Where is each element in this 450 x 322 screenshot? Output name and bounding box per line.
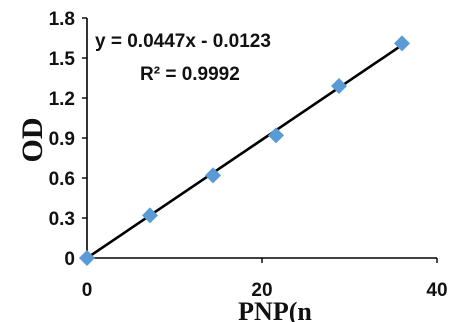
r-squared-label: R² = 0.9992 [140,64,240,85]
data-point [79,250,95,266]
y-axis-label: OD [16,118,49,163]
data-point [268,127,284,144]
x-tick-label: 0 [82,280,93,301]
data-points [79,35,410,266]
y-tick-label: 1.5 [49,49,76,70]
y-tick-label: 0.9 [49,129,75,150]
axes [82,17,438,263]
tick-labels: 0 0.3 0.6 0.9 1.2 1.5 1.8 0 20 40 [49,9,448,301]
y-tick-label: 1.8 [49,9,75,30]
trendline [86,44,403,260]
x-axis-label: PNP(n [238,297,312,322]
y-tick-label: 1.2 [49,89,75,110]
y-tick-label: 0.6 [49,169,75,190]
data-point [205,167,221,184]
trendline-equation: y = 0.0447x - 0.0123 [95,31,271,52]
data-point [394,35,410,52]
y-tick-label: 0.3 [49,209,75,230]
x-tick-label: 40 [426,280,447,301]
y-tick-label: 0 [64,249,75,270]
data-point [142,207,158,224]
data-point [331,78,347,94]
trendline-group [86,44,403,260]
x-tick-label: 20 [251,280,272,301]
